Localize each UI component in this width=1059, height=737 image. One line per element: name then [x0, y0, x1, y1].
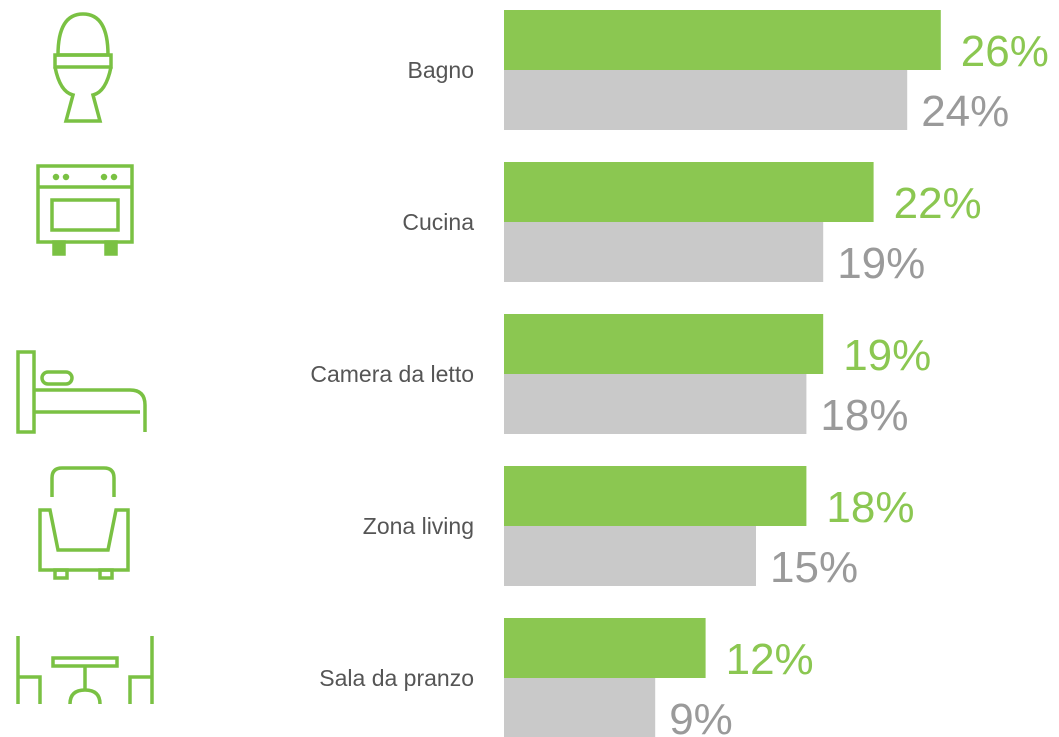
category-label: Bagno	[407, 57, 474, 83]
bar	[504, 618, 706, 678]
category-label: Sala da pranzo	[319, 665, 474, 691]
icon-oven	[36, 164, 134, 256]
bar	[504, 314, 824, 374]
bar	[504, 70, 908, 130]
bar	[504, 10, 941, 70]
value-label: 24%	[921, 87, 1009, 136]
category-label: Zona living	[363, 513, 474, 539]
value-label: 19%	[843, 331, 931, 380]
value-label: 26%	[961, 27, 1049, 76]
value-label: 19%	[837, 239, 925, 288]
icon-bed	[16, 350, 147, 434]
value-label: 22%	[894, 179, 982, 228]
bar	[504, 162, 874, 222]
icon-toilet	[53, 12, 113, 123]
bar	[504, 222, 824, 282]
bar	[504, 466, 807, 526]
value-label: 18%	[820, 391, 908, 440]
value-label: 9%	[669, 695, 733, 737]
category-label: Cucina	[402, 209, 474, 235]
bar	[504, 526, 756, 586]
value-label: 18%	[826, 483, 914, 532]
value-label: 15%	[770, 543, 858, 592]
category-label: Camera da letto	[310, 361, 474, 387]
icon-armchair	[38, 466, 130, 580]
bar	[504, 678, 656, 737]
bar	[504, 374, 807, 434]
value-label: 12%	[726, 635, 814, 684]
icon-dining	[16, 636, 154, 705]
